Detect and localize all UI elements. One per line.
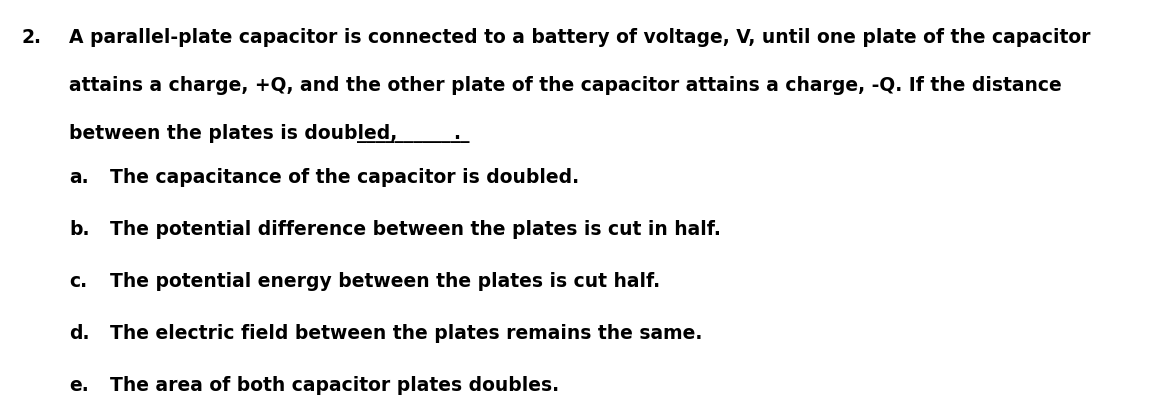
Text: d.: d. [69, 324, 90, 342]
Text: a.: a. [69, 168, 89, 187]
Text: e.: e. [69, 375, 89, 394]
Text: c.: c. [69, 272, 88, 290]
Text: b.: b. [69, 220, 90, 239]
Text: The potential energy between the plates is cut half.: The potential energy between the plates … [111, 272, 660, 290]
Text: The area of both capacitor plates doubles.: The area of both capacitor plates double… [111, 375, 560, 394]
Text: The capacitance of the capacitor is doubled.: The capacitance of the capacitor is doub… [111, 168, 579, 187]
Text: between the plates is doubled,: between the plates is doubled, [69, 123, 397, 142]
Text: .: . [453, 123, 460, 142]
Text: The electric field between the plates remains the same.: The electric field between the plates re… [111, 324, 703, 342]
Text: The potential difference between the plates is cut in half.: The potential difference between the pla… [111, 220, 721, 239]
Text: A parallel-plate capacitor is connected to a battery of voltage, V, until one pl: A parallel-plate capacitor is connected … [69, 28, 1091, 47]
Text: 2.: 2. [21, 28, 41, 47]
Text: attains a charge, +Q, and the other plate of the capacitor attains a charge, -Q.: attains a charge, +Q, and the other plat… [69, 76, 1062, 94]
Text: ____________: ____________ [357, 123, 469, 142]
